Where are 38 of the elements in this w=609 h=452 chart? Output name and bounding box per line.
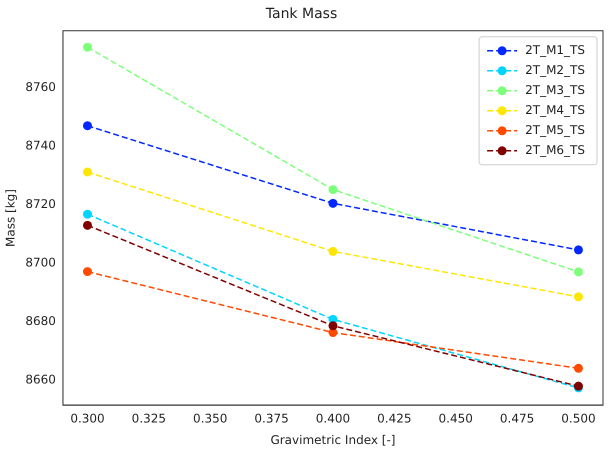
legend-label: 2T_M3_TS [525,82,586,97]
x-tick-label: 0.450 [438,412,473,426]
x-tick-label: 0.475 [500,412,534,426]
legend-label: 2T_M5_TS [525,122,586,137]
legend-label: 2T_M2_TS [525,62,586,77]
point [328,185,338,194]
y-tick-label: 8720 [25,196,56,211]
x-tick-label: 0.425 [377,412,412,426]
point [574,267,583,276]
legend-label: 2T_M4_TS [525,102,586,117]
point [574,364,583,373]
point [82,168,92,177]
x-tick-label: 0.400 [316,412,350,426]
x-tick-label: 0.375 [254,412,289,426]
y-tick-label: 8680 [25,314,56,328]
x-tick-label: 0.350 [193,412,228,426]
point [328,321,338,330]
point [328,198,338,208]
point [82,267,92,276]
chart-title: Tank Mass [264,6,338,22]
y-tick-label: 8760 [25,80,56,94]
point [574,292,583,302]
legend-label: 2T_M6_TS [525,142,586,157]
point [574,245,583,254]
point [82,220,92,230]
point [82,121,92,130]
x-axis-title: Gravimetric Index [-] [270,432,396,447]
point [82,210,92,219]
legend-label: 2T_M1_TS [525,42,586,57]
y-tick-label: 8660 [25,372,56,387]
x-tick-label: 0.300 [70,412,105,426]
y-tick-label: 8740 [25,138,56,152]
x-tick-label: 0.325 [132,412,166,426]
y-axis-title: Mass [kg] [3,189,18,247]
point [328,246,338,256]
point [82,42,92,52]
x-tick-label: 0.500 [561,412,596,426]
y-tick-label: 8700 [25,256,56,270]
